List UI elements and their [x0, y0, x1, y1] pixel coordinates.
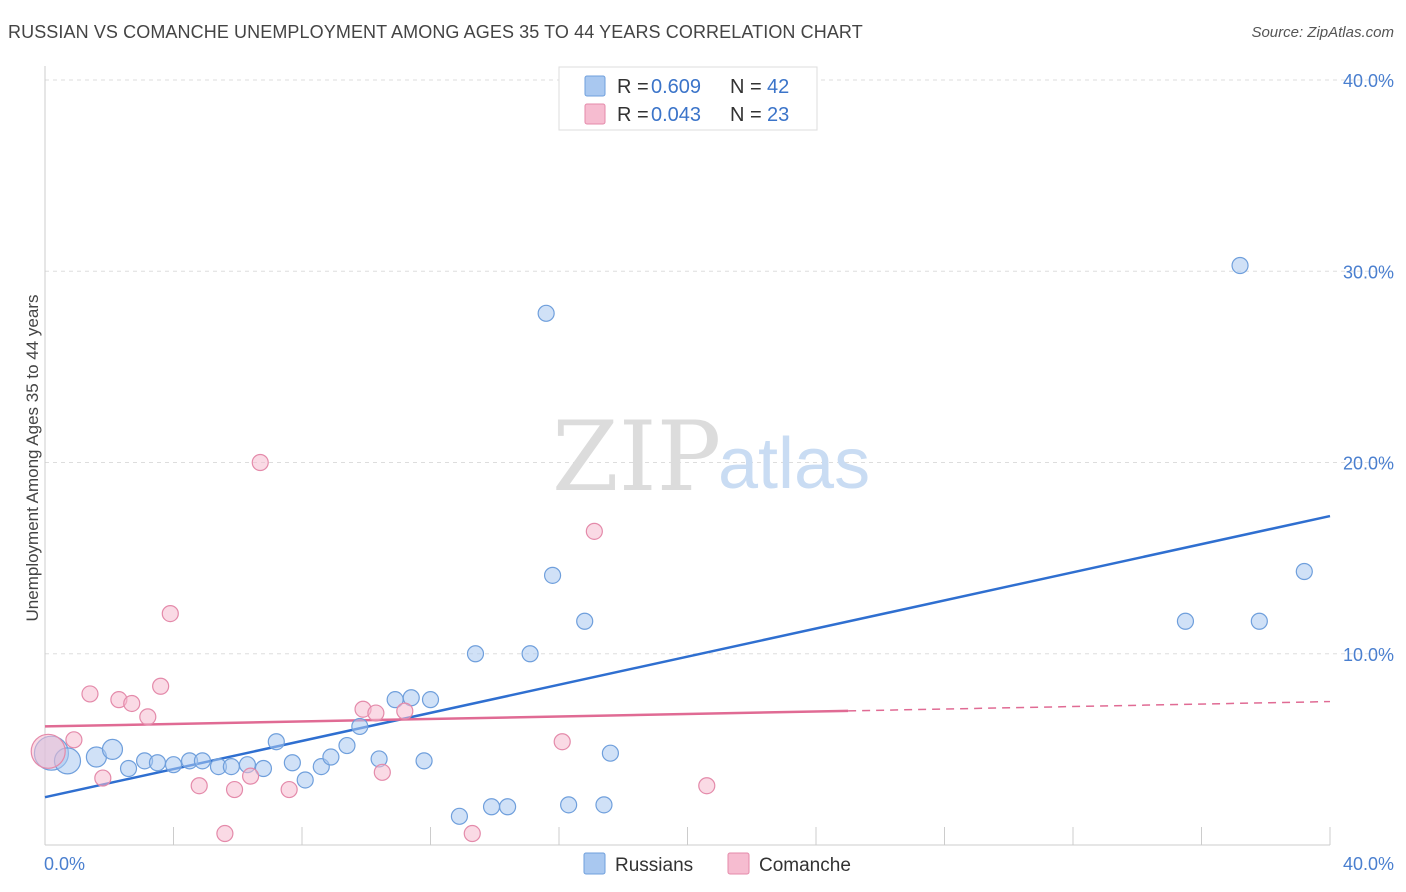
y-tick-label-1: 20.0% — [1343, 454, 1394, 474]
comanche-point-6 — [139, 708, 157, 726]
comanche-point-1 — [65, 731, 83, 749]
comanche-point-5 — [123, 694, 141, 713]
watermark-zip: ZIP — [552, 401, 721, 513]
legend-r-value-russians: 0.609 — [651, 76, 701, 98]
russians-point-26 — [450, 807, 469, 825]
russians-trendline — [44, 514, 1331, 799]
russians-point-37 — [1176, 612, 1195, 630]
x-tick-max: 40.0% — [1343, 854, 1394, 874]
legend-n-value-russians: 42 — [767, 76, 789, 98]
comanche-point-20 — [585, 522, 603, 540]
russians-point-3 — [101, 738, 124, 760]
russians-point-6 — [148, 754, 167, 772]
russians-point-16 — [296, 771, 314, 789]
russians-point-9 — [193, 752, 212, 770]
series-russians — [33, 256, 1313, 825]
series-legend-swatch-russians — [583, 852, 606, 875]
series-comanche — [30, 453, 716, 843]
y-tick-label-0: 10.0% — [1343, 645, 1394, 665]
comanche-point-10 — [216, 824, 234, 843]
russians-point-28 — [482, 798, 501, 816]
legend-n-label-comanche: N = — [730, 104, 762, 126]
series-legend-label-comanche: Comanche — [759, 855, 851, 876]
comanche-point-19 — [553, 733, 571, 751]
russians-point-14 — [267, 733, 285, 751]
russians-point-35 — [595, 796, 613, 814]
series-legend: Russians Comanche — [583, 852, 851, 876]
legend-n-value-comanche: 23 — [767, 104, 789, 126]
legend-swatch-comanche — [584, 103, 606, 125]
russians-point-25 — [421, 691, 440, 709]
stats-legend: R = 0.609 N = 42 R = 0.043 N = 23 — [558, 66, 818, 131]
russians-point-29 — [499, 798, 517, 816]
comanche-point-17 — [396, 702, 414, 720]
grid — [45, 79, 1392, 655]
comanche-trendline — [44, 709, 849, 728]
x-tick-min: 0.0% — [44, 854, 85, 874]
y-tick-label-3: 40.0% — [1343, 71, 1394, 91]
comanche-point-18 — [463, 824, 481, 843]
russians-point-27 — [466, 645, 485, 663]
comanche-point-13 — [251, 453, 269, 472]
russians-point-15 — [283, 754, 301, 772]
points — [30, 256, 1313, 843]
trendlines — [44, 514, 1331, 799]
comanche-point-11 — [225, 780, 244, 799]
legend-r-label-comanche: R = — [617, 104, 649, 126]
russians-point-32 — [543, 566, 562, 584]
russians-point-13 — [254, 759, 273, 778]
russians-point-11 — [222, 757, 240, 776]
chart-title: RUSSIAN VS COMANCHE UNEMPLOYMENT AMONG A… — [8, 22, 863, 42]
legend-r-value-comanche: 0.043 — [651, 104, 701, 126]
legend-swatch-russians — [584, 75, 606, 97]
russians-point-34 — [576, 612, 594, 630]
russians-point-20 — [351, 717, 369, 736]
y-axis-label: Unemployment Among Ages 35 to 44 years — [23, 295, 42, 622]
comanche-point-2 — [81, 685, 99, 703]
watermark-atlas: atlas — [718, 424, 870, 504]
russians-point-30 — [521, 645, 539, 663]
legend-n-label-russians: N = — [730, 76, 762, 98]
comanche-point-16 — [373, 763, 391, 781]
series-legend-swatch-comanche — [727, 852, 750, 875]
y-tick-labels: 10.0% 20.0% 30.0% 40.0% — [1343, 71, 1394, 665]
legend-r-label-russians: R = — [617, 76, 649, 98]
russians-point-40 — [1295, 562, 1313, 581]
comanche-point-12 — [242, 767, 260, 785]
y-tick-label-2: 30.0% — [1343, 262, 1394, 282]
comanche-point-21 — [698, 777, 716, 795]
russians-point-19 — [338, 736, 356, 755]
russians-point-33 — [560, 796, 578, 814]
comanche-point-0 — [30, 733, 66, 769]
russians-point-7 — [164, 756, 183, 774]
russians-point-18 — [322, 748, 340, 766]
source-credit: Source: ZipAtlas.com — [1251, 24, 1394, 41]
russians-point-38 — [1231, 256, 1249, 275]
comanche-trendline-extension — [848, 700, 1331, 712]
comanche-point-22 — [367, 704, 385, 722]
russians-point-31 — [537, 304, 555, 322]
comanche-point-8 — [161, 604, 179, 623]
comanche-point-14 — [280, 780, 298, 799]
series-legend-label-russians: Russians — [615, 855, 693, 876]
comanche-point-3 — [94, 769, 112, 787]
comanche-point-7 — [152, 677, 170, 695]
axes — [44, 66, 1331, 846]
watermark: ZIP atlas — [552, 401, 870, 513]
russians-point-24 — [415, 752, 433, 770]
russians-point-36 — [601, 744, 620, 762]
comanche-point-9 — [190, 777, 208, 795]
russians-point-4 — [119, 759, 138, 778]
russians-point-39 — [1250, 612, 1268, 630]
